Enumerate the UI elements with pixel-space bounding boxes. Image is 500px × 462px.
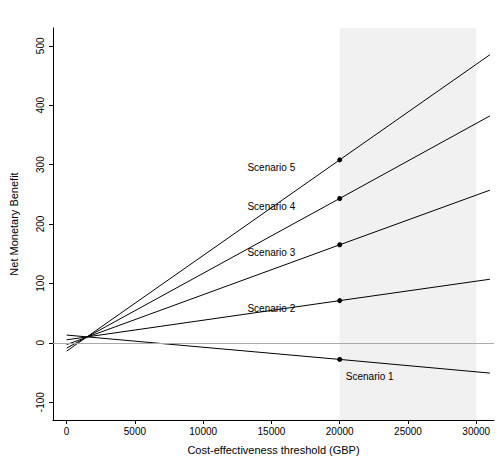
svg-text:Scenario 3: Scenario 3	[247, 247, 295, 258]
svg-text:100: 100	[35, 275, 46, 292]
svg-text:20000: 20000	[326, 426, 354, 437]
svg-text:5000: 5000	[124, 426, 147, 437]
svg-text:Cost-effectiveness threshold (: Cost-effectiveness threshold (GBP)	[187, 444, 359, 456]
svg-text:Scenario 5: Scenario 5	[247, 162, 295, 173]
svg-text:500: 500	[35, 37, 46, 54]
svg-text:200: 200	[35, 215, 46, 232]
svg-text:Net Monetary Benefit: Net Monetary Benefit	[8, 172, 20, 275]
svg-text:400: 400	[35, 96, 46, 113]
svg-text:-100: -100	[35, 392, 46, 412]
svg-text:30000: 30000	[462, 426, 490, 437]
svg-text:10000: 10000	[189, 426, 217, 437]
svg-text:Scenario 2: Scenario 2	[247, 303, 295, 314]
svg-text:25000: 25000	[394, 426, 422, 437]
svg-text:300: 300	[35, 156, 46, 173]
svg-text:Scenario 1: Scenario 1	[346, 371, 394, 382]
svg-text:0: 0	[35, 340, 46, 346]
svg-text:15000: 15000	[258, 426, 286, 437]
svg-text:0: 0	[64, 426, 70, 437]
svg-text:Scenario 4: Scenario 4	[247, 201, 295, 212]
